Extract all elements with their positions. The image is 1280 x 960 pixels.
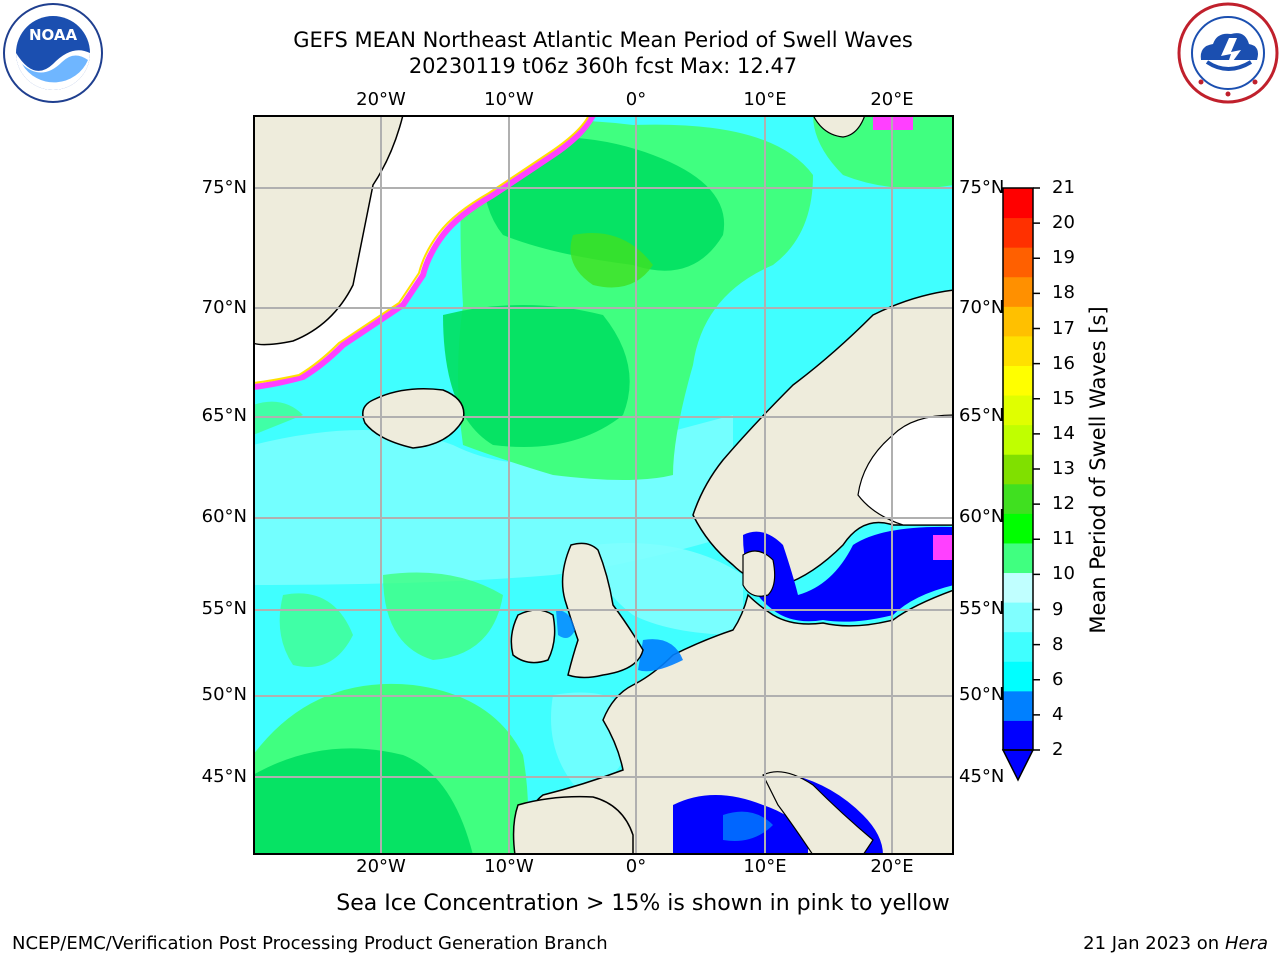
svalbard	[812, 115, 866, 138]
colorbar	[1001, 187, 1040, 782]
colorbar-segment	[1003, 217, 1033, 248]
colorbar-tick-label: 16	[1052, 352, 1075, 374]
lat-label-left-65n: 65°N	[201, 405, 247, 426]
lat-label-left-50n: 50°N	[201, 684, 247, 705]
colorbar-tick-label: 2	[1052, 739, 1064, 760]
colorbar-tick-label: 6	[1052, 668, 1064, 690]
lon-label-top-20e: 20°E	[870, 89, 914, 110]
colorbar-tick-label: 13	[1052, 458, 1075, 479]
footer-date: 21 Jan 2023 on Hera	[1083, 933, 1268, 954]
colorbar-segment	[1003, 602, 1033, 633]
colorbar-tick-label: 15	[1052, 387, 1075, 409]
colorbar-segment	[1003, 513, 1033, 544]
lon-label-bottom-20w: 20°W	[356, 856, 406, 877]
lat-label-right-75n: 75°N	[959, 177, 1005, 198]
colorbar-tick-label: 11	[1052, 528, 1075, 550]
colorbar-tick-label: 18	[1052, 282, 1075, 304]
iberia	[512, 795, 634, 855]
colorbar-tick-label: 9	[1052, 598, 1064, 620]
lon-label-top-0: 0°	[625, 89, 647, 110]
colorbar-tick-label: 4	[1052, 703, 1064, 725]
noaa-logo: NOAA	[3, 3, 103, 103]
lon-label-top-10w: 10°W	[484, 89, 534, 110]
footer-date-text: 21 Jan 2023 on	[1083, 933, 1225, 954]
iceland	[362, 388, 465, 449]
lat-label-right-60n: 60°N	[959, 506, 1005, 527]
sea-ice-edge	[253, 115, 596, 390]
lon-label-bottom-0: 0°	[625, 856, 647, 877]
lon-label-top-10e: 10°E	[743, 89, 787, 110]
lat-label-left-70n: 70°N	[201, 297, 247, 318]
colorbar-segment	[1003, 631, 1033, 662]
colorbar-tick-label: 8	[1052, 633, 1064, 655]
lat-label-right-65n: 65°N	[959, 405, 1005, 426]
colorbar-title: Mean Period of Swell Waves [s]	[1086, 306, 1110, 634]
noaa-wordmark: NOAA	[29, 26, 78, 44]
colorbar-segment	[1003, 483, 1033, 514]
colorbar-segment	[1003, 276, 1033, 307]
lon-label-top-20w: 20°W	[356, 89, 406, 110]
ireland	[510, 609, 556, 664]
lat-label-right-55n: 55°N	[959, 598, 1005, 619]
colorbar-segment	[1003, 247, 1033, 278]
graticule	[253, 115, 954, 855]
lat-label-left-75n: 75°N	[201, 177, 247, 198]
colorbar-segment	[1003, 454, 1033, 485]
italy	[762, 771, 874, 855]
lon-label-bottom-20e: 20°E	[870, 856, 914, 877]
colorbar-segment	[1003, 690, 1033, 721]
colorbar-segment	[1003, 424, 1033, 455]
colorbar-tick-label: 14	[1052, 422, 1075, 444]
lat-label-right-45n: 45°N	[959, 766, 1005, 787]
colorbar-segment	[1003, 395, 1033, 426]
colorbar-tick-label: 12	[1052, 493, 1075, 515]
denmark	[742, 550, 776, 597]
colorbar-segment	[1003, 661, 1033, 692]
lat-label-left-45n: 45°N	[201, 766, 247, 787]
colorbar-segment	[1003, 720, 1033, 751]
lat-label-left-55n: 55°N	[201, 598, 247, 619]
continental-europe	[517, 589, 954, 855]
lon-label-bottom-10w: 10°W	[484, 856, 534, 877]
colorbar-segment	[1003, 542, 1033, 574]
colorbar-segment	[1003, 306, 1033, 337]
greenland	[253, 115, 404, 346]
chart-subtitle: 20230119 t06z 360h fcst Max: 12.47	[408, 54, 798, 78]
map-frame	[253, 115, 954, 855]
sea-ice-note: Sea Ice Concentration > 15% is shown in …	[336, 891, 950, 916]
lat-label-right-70n: 70°N	[959, 297, 1005, 318]
colorbar-tick-label: 17	[1052, 317, 1075, 339]
footer-host: Hera	[1224, 933, 1268, 954]
nws-logo	[1177, 2, 1279, 104]
lon-label-bottom-10e: 10°E	[743, 856, 787, 877]
chart-title: GEFS MEAN Northeast Atlantic Mean Period…	[293, 28, 913, 52]
colorbar-tick-label: 20	[1052, 212, 1075, 234]
colorbar-segment	[1003, 188, 1033, 219]
footer-credit: NCEP/EMC/Verification Post Processing Pr…	[12, 933, 608, 954]
colorbar-tick-label: 21	[1052, 177, 1075, 198]
colorbar-extend-arrow	[1001, 749, 1035, 782]
swell-period-map	[253, 115, 954, 855]
colorbar-segment	[1003, 335, 1033, 366]
colorbar-segment	[1003, 365, 1033, 396]
colorbar-segment	[1003, 572, 1033, 603]
colorbar-tick-label: 19	[1052, 247, 1075, 269]
lat-label-right-50n: 50°N	[959, 684, 1005, 705]
colorbar-tick-label: 10	[1052, 563, 1075, 585]
lat-label-left-60n: 60°N	[201, 506, 247, 527]
baltic-sea	[743, 526, 954, 622]
